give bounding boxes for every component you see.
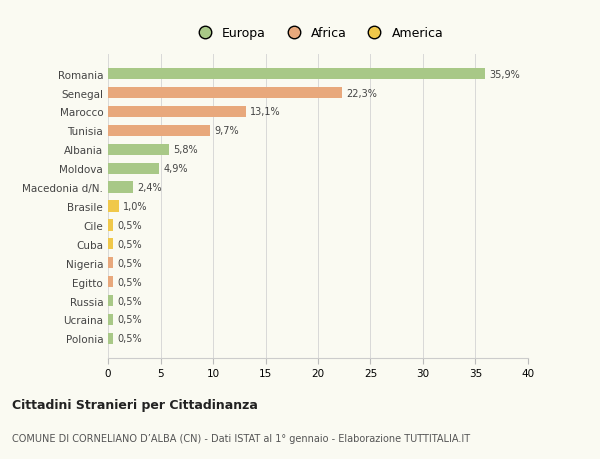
Text: 5,8%: 5,8% — [173, 145, 198, 155]
Bar — [108, 333, 113, 344]
Bar — [108, 106, 245, 118]
Bar — [108, 295, 113, 307]
Bar — [108, 239, 113, 250]
Bar — [108, 201, 119, 212]
Bar — [108, 276, 113, 288]
Text: 13,1%: 13,1% — [250, 107, 280, 117]
Text: 0,5%: 0,5% — [118, 296, 142, 306]
Bar — [108, 88, 342, 99]
Bar — [108, 257, 113, 269]
Legend: Europa, Africa, America: Europa, Africa, America — [187, 22, 449, 45]
Text: 0,5%: 0,5% — [118, 315, 142, 325]
Text: 0,5%: 0,5% — [118, 258, 142, 268]
Text: 0,5%: 0,5% — [118, 334, 142, 344]
Text: 35,9%: 35,9% — [489, 69, 520, 79]
Bar — [108, 220, 113, 231]
Bar — [108, 163, 160, 174]
Text: 4,9%: 4,9% — [164, 164, 188, 174]
Text: 0,5%: 0,5% — [118, 239, 142, 249]
Bar — [108, 144, 169, 156]
Text: COMUNE DI CORNELIANO D’ALBA (CN) - Dati ISTAT al 1° gennaio - Elaborazione TUTTI: COMUNE DI CORNELIANO D’ALBA (CN) - Dati … — [12, 433, 470, 442]
Bar — [108, 125, 210, 137]
Text: 1,0%: 1,0% — [122, 202, 147, 212]
Text: Cittadini Stranieri per Cittadinanza: Cittadini Stranieri per Cittadinanza — [12, 398, 258, 412]
Text: 2,4%: 2,4% — [137, 183, 162, 193]
Bar — [108, 314, 113, 325]
Text: 0,5%: 0,5% — [118, 220, 142, 230]
Text: 9,7%: 9,7% — [214, 126, 239, 136]
Bar — [108, 69, 485, 80]
Bar — [108, 182, 133, 193]
Text: 0,5%: 0,5% — [118, 277, 142, 287]
Text: 22,3%: 22,3% — [346, 89, 377, 98]
